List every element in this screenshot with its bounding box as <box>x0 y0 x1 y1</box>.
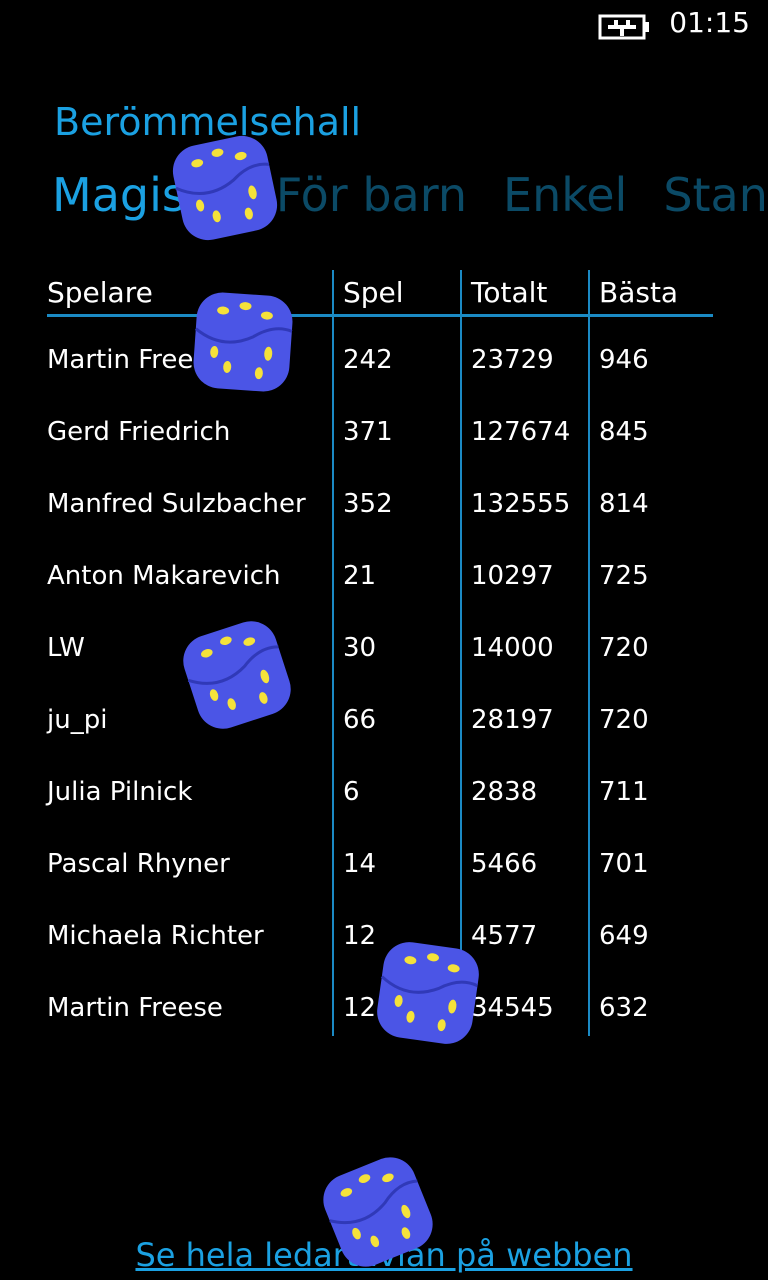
column-header: Spelare <box>47 276 153 309</box>
score-cell: 14 <box>343 849 377 879</box>
column-divider <box>460 270 462 1036</box>
score-cell: 28197 <box>471 705 554 735</box>
player-name: Michaela Richter <box>47 921 264 951</box>
score-cell: 66 <box>343 705 377 735</box>
score-cell: 23729 <box>471 345 554 375</box>
score-cell: 242 <box>343 345 393 375</box>
column-divider <box>588 270 590 1036</box>
score-cell: 21 <box>343 561 377 591</box>
score-cell: 10297 <box>471 561 554 591</box>
score-cell: 2838 <box>471 777 538 807</box>
header-divider <box>47 314 713 317</box>
pivot-tab[interactable]: Standard <box>663 168 768 222</box>
score-cell: 814 <box>599 489 649 519</box>
score-cell: 725 <box>599 561 649 591</box>
score-cell: 6 <box>343 777 360 807</box>
score-cell: 720 <box>599 633 649 663</box>
player-name: LW <box>47 633 85 663</box>
player-name: Manfred Sulzbacher <box>47 489 306 519</box>
player-name: Pascal Rhyner <box>47 849 230 879</box>
score-cell: 371 <box>343 417 393 447</box>
score-cell: 12 <box>343 921 377 951</box>
player-name: Martin Freese <box>47 993 223 1023</box>
column-header: Spel <box>343 276 404 309</box>
battery-icon <box>598 14 649 40</box>
score-cell: 4577 <box>471 921 538 951</box>
score-cell: 14000 <box>471 633 554 663</box>
column-header: Totalt <box>471 276 548 309</box>
score-cell: 352 <box>343 489 393 519</box>
player-name: Martin Freese <box>47 345 223 375</box>
column-header: Bästa <box>599 276 679 309</box>
score-cell: 34545 <box>471 993 554 1023</box>
score-cell: 30 <box>343 633 377 663</box>
page-title: Berömmelsehall <box>54 100 362 144</box>
score-cell: 649 <box>599 921 649 951</box>
score-cell: 711 <box>599 777 649 807</box>
player-name: Anton Makarevich <box>47 561 281 591</box>
score-cell: 132555 <box>471 489 571 519</box>
score-cell: 127674 <box>471 417 571 447</box>
player-name: Gerd Friedrich <box>47 417 231 447</box>
score-cell: 946 <box>599 345 649 375</box>
pivot-tab[interactable]: Enkel <box>503 168 628 222</box>
player-name: ju_pi <box>47 705 108 735</box>
clock: 01:15 <box>669 6 750 39</box>
score-cell: 701 <box>599 849 649 879</box>
score-cell: 720 <box>599 705 649 735</box>
score-cell: 632 <box>599 993 649 1023</box>
column-divider <box>332 270 334 1036</box>
player-name: Julia Pilnick <box>47 777 193 807</box>
score-cell: 5466 <box>471 849 538 879</box>
score-cell: 845 <box>599 417 649 447</box>
pivot-tab[interactable]: För barn <box>275 168 467 222</box>
